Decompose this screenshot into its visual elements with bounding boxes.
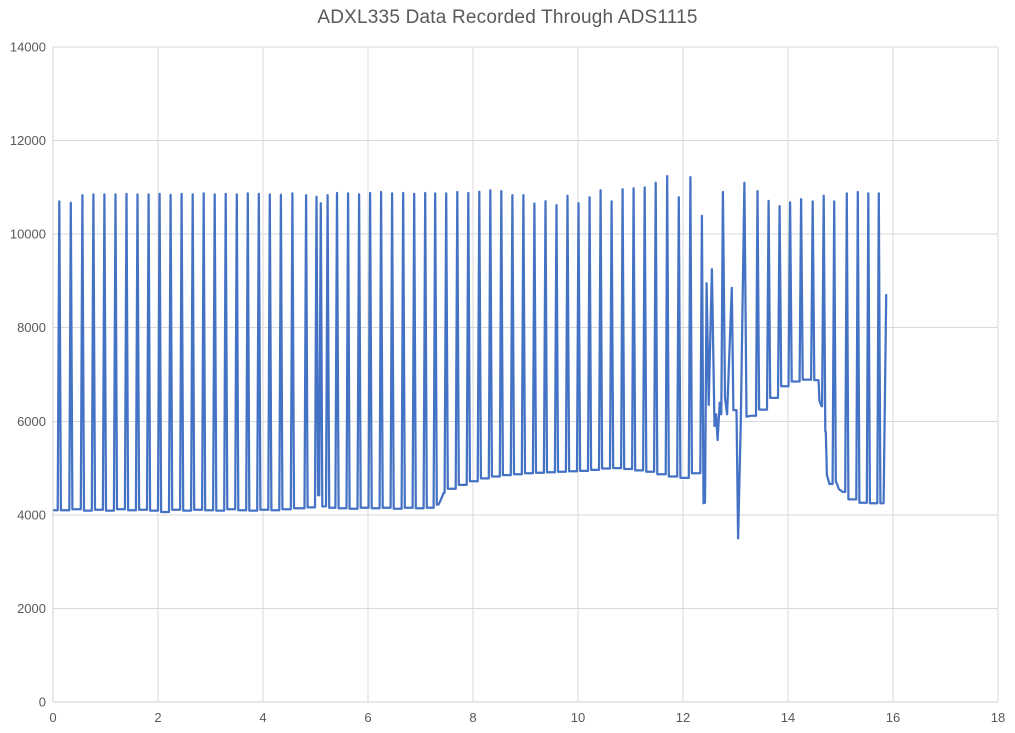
x-axis-tick-label: 10 bbox=[571, 710, 585, 725]
x-axis-tick-label: 4 bbox=[259, 710, 266, 725]
x-axis-tick-label: 6 bbox=[364, 710, 371, 725]
x-axis-tick-label: 2 bbox=[154, 710, 161, 725]
y-axis-tick-label: 12000 bbox=[10, 133, 46, 148]
y-axis-tick-label: 10000 bbox=[10, 227, 46, 242]
y-axis-tick-label: 6000 bbox=[17, 414, 46, 429]
data-series-line bbox=[52, 174, 888, 540]
y-axis-tick-label: 8000 bbox=[17, 320, 46, 335]
x-axis-tick-label: 8 bbox=[469, 710, 476, 725]
x-axis-tick-label: 16 bbox=[886, 710, 900, 725]
x-axis-tick-label: 12 bbox=[676, 710, 690, 725]
y-axis-tick-label: 0 bbox=[39, 695, 46, 710]
y-axis-tick-label: 14000 bbox=[10, 40, 46, 55]
y-axis-tick-label: 2000 bbox=[17, 601, 46, 616]
chart-title: ADXL335 Data Recorded Through ADS1115 bbox=[317, 7, 698, 28]
x-axis-tick-label: 14 bbox=[781, 710, 795, 725]
y-axis-tick-label: 4000 bbox=[17, 507, 46, 522]
x-axis-tick-label: 0 bbox=[49, 710, 56, 725]
x-axis-tick-label: 18 bbox=[991, 710, 1005, 725]
